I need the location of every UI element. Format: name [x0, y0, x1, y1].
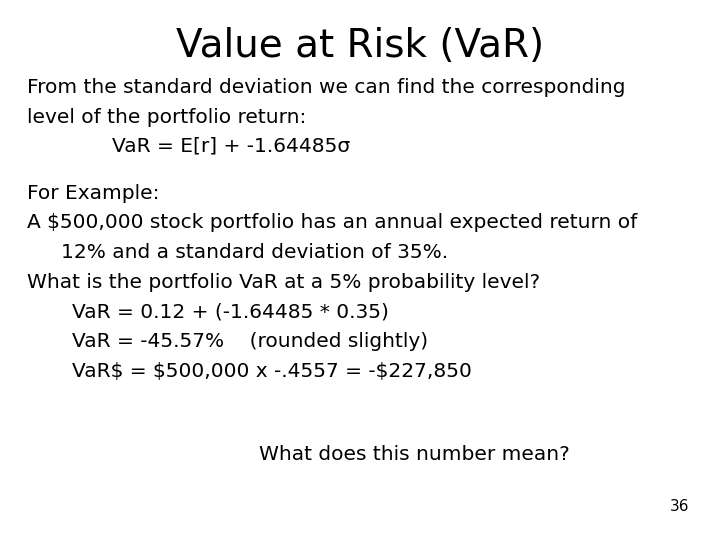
Text: 36: 36 [670, 499, 690, 514]
Text: 12% and a standard deviation of 35%.: 12% and a standard deviation of 35%. [61, 243, 449, 262]
Text: What is the portfolio VaR at a 5% probability level?: What is the portfolio VaR at a 5% probab… [27, 273, 541, 292]
Text: A $500,000 stock portfolio has an annual expected return of: A $500,000 stock portfolio has an annual… [27, 213, 638, 232]
Text: For Example:: For Example: [27, 184, 160, 202]
Text: What does this number mean?: What does this number mean? [259, 446, 570, 464]
Text: VaR = -45.57%    (rounded slightly): VaR = -45.57% (rounded slightly) [72, 332, 428, 351]
Text: level of the portfolio return:: level of the portfolio return: [27, 108, 307, 127]
Text: VaR = 0.12 + (-1.64485 * 0.35): VaR = 0.12 + (-1.64485 * 0.35) [72, 302, 389, 321]
Text: From the standard deviation we can find the corresponding: From the standard deviation we can find … [27, 78, 626, 97]
Text: VaR$ = $500,000 x -.4557 = -$227,850: VaR$ = $500,000 x -.4557 = -$227,850 [72, 362, 472, 381]
Text: VaR = E[r] + -1.64485σ: VaR = E[r] + -1.64485σ [112, 136, 350, 155]
Text: Value at Risk (VaR): Value at Risk (VaR) [176, 27, 544, 65]
